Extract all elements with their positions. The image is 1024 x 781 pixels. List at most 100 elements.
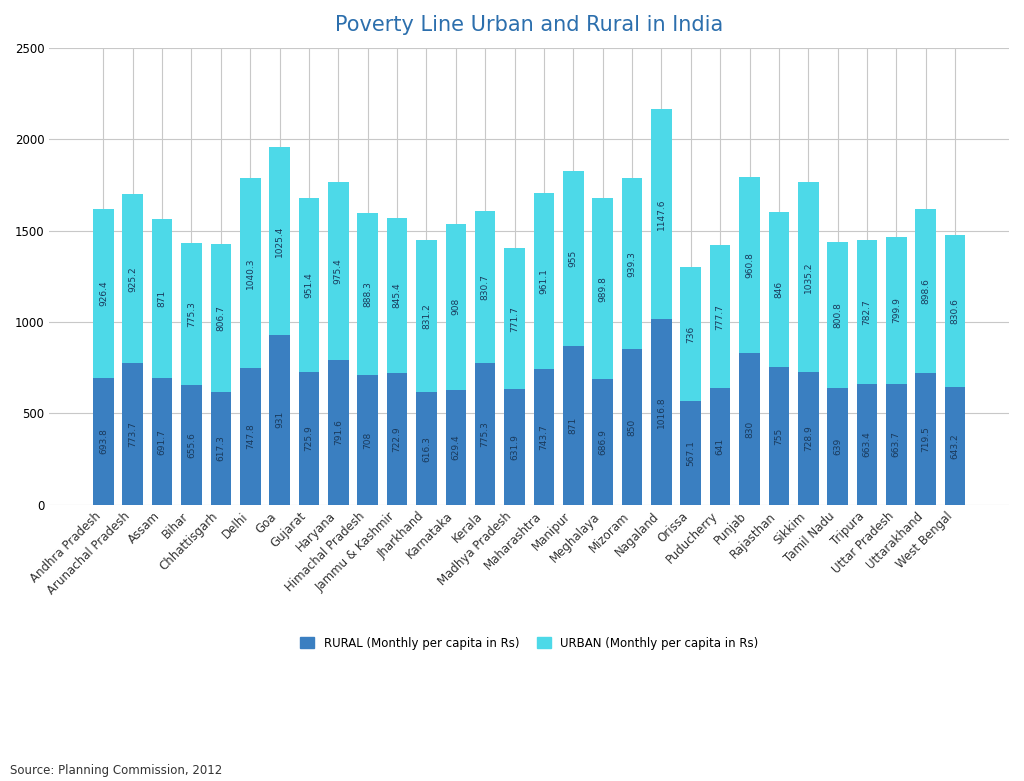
Text: 663.7: 663.7 bbox=[892, 431, 901, 457]
Text: 629.4: 629.4 bbox=[452, 434, 461, 460]
Text: 831.2: 831.2 bbox=[422, 303, 431, 329]
Bar bbox=[827, 241, 848, 388]
Bar bbox=[886, 383, 906, 505]
Text: 719.5: 719.5 bbox=[922, 426, 930, 452]
Bar bbox=[534, 369, 554, 505]
Text: 617.3: 617.3 bbox=[216, 436, 225, 462]
Text: Source: Planning Commission, 2012: Source: Planning Commission, 2012 bbox=[10, 764, 222, 777]
Bar bbox=[211, 392, 231, 505]
Bar bbox=[622, 349, 642, 505]
Bar bbox=[181, 385, 202, 505]
Text: 775.3: 775.3 bbox=[187, 301, 196, 327]
Text: 806.7: 806.7 bbox=[216, 305, 225, 331]
Text: 925.2: 925.2 bbox=[128, 266, 137, 291]
Text: 616.3: 616.3 bbox=[422, 436, 431, 462]
Text: 725.9: 725.9 bbox=[304, 426, 313, 451]
Text: 908: 908 bbox=[452, 298, 461, 316]
Text: 975.4: 975.4 bbox=[334, 258, 343, 284]
Bar bbox=[827, 388, 848, 505]
Bar bbox=[357, 213, 378, 376]
Text: 888.3: 888.3 bbox=[364, 281, 372, 307]
Text: 846: 846 bbox=[774, 281, 783, 298]
Bar bbox=[622, 177, 642, 349]
Text: 951.4: 951.4 bbox=[304, 273, 313, 298]
Text: 693.8: 693.8 bbox=[99, 429, 108, 455]
Bar bbox=[416, 392, 436, 505]
Bar bbox=[328, 360, 348, 505]
Text: 655.6: 655.6 bbox=[187, 432, 196, 458]
Bar bbox=[681, 266, 701, 401]
Text: 708: 708 bbox=[364, 432, 372, 449]
Bar bbox=[710, 387, 730, 505]
Text: 845.4: 845.4 bbox=[392, 283, 401, 308]
Bar bbox=[387, 373, 408, 505]
Bar bbox=[269, 335, 290, 505]
Text: 871: 871 bbox=[158, 291, 167, 308]
Text: 722.9: 722.9 bbox=[392, 426, 401, 451]
Bar bbox=[357, 376, 378, 505]
Text: 800.8: 800.8 bbox=[834, 302, 842, 328]
Bar bbox=[504, 248, 525, 390]
Bar bbox=[445, 390, 466, 505]
Bar bbox=[181, 243, 202, 385]
Bar bbox=[857, 383, 878, 505]
Bar bbox=[945, 235, 966, 387]
Text: 631.9: 631.9 bbox=[510, 434, 519, 460]
Bar bbox=[651, 319, 672, 505]
Text: 567.1: 567.1 bbox=[686, 440, 695, 466]
Bar bbox=[299, 198, 319, 373]
Bar bbox=[93, 378, 114, 505]
Bar bbox=[769, 212, 790, 367]
Text: 639: 639 bbox=[834, 438, 842, 455]
Bar bbox=[886, 237, 906, 383]
Text: 773.7: 773.7 bbox=[128, 421, 137, 448]
Text: 643.2: 643.2 bbox=[950, 433, 959, 459]
Bar bbox=[681, 401, 701, 505]
Text: 791.6: 791.6 bbox=[334, 419, 343, 445]
Bar bbox=[152, 379, 172, 505]
Text: 736: 736 bbox=[686, 326, 695, 343]
Bar bbox=[710, 245, 730, 387]
Text: 755: 755 bbox=[774, 427, 783, 444]
Text: 955: 955 bbox=[568, 250, 578, 267]
Bar bbox=[504, 390, 525, 505]
Bar bbox=[563, 346, 584, 505]
Bar bbox=[857, 241, 878, 383]
Text: 743.7: 743.7 bbox=[540, 424, 549, 450]
Title: Poverty Line Urban and Rural in India: Poverty Line Urban and Rural in India bbox=[335, 15, 723, 35]
Text: 641: 641 bbox=[716, 438, 725, 455]
Text: 663.4: 663.4 bbox=[862, 431, 871, 457]
Text: 850: 850 bbox=[628, 419, 637, 436]
Bar bbox=[152, 219, 172, 379]
Bar bbox=[269, 147, 290, 335]
Bar bbox=[328, 182, 348, 360]
Bar bbox=[299, 373, 319, 505]
Text: 1147.6: 1147.6 bbox=[657, 198, 666, 230]
Bar bbox=[534, 193, 554, 369]
Bar bbox=[475, 363, 496, 505]
Text: 871: 871 bbox=[568, 417, 578, 434]
Bar bbox=[416, 241, 436, 392]
Text: 830.7: 830.7 bbox=[480, 274, 489, 300]
Text: 931: 931 bbox=[275, 411, 284, 429]
Bar bbox=[475, 211, 496, 363]
Text: 830: 830 bbox=[745, 420, 754, 437]
Bar bbox=[739, 353, 760, 505]
Text: 1025.4: 1025.4 bbox=[275, 225, 284, 257]
Text: 747.8: 747.8 bbox=[246, 423, 255, 449]
Bar bbox=[445, 223, 466, 390]
Text: 686.9: 686.9 bbox=[598, 430, 607, 455]
Bar bbox=[387, 218, 408, 373]
Text: 777.7: 777.7 bbox=[716, 304, 725, 330]
Bar bbox=[593, 380, 613, 505]
Bar bbox=[93, 209, 114, 378]
Text: 775.3: 775.3 bbox=[480, 421, 489, 447]
Text: 830.6: 830.6 bbox=[950, 298, 959, 324]
Text: 782.7: 782.7 bbox=[862, 299, 871, 325]
Bar bbox=[240, 368, 260, 505]
Text: 898.6: 898.6 bbox=[922, 278, 930, 304]
Bar bbox=[123, 363, 143, 505]
Bar bbox=[211, 244, 231, 392]
Text: 1035.2: 1035.2 bbox=[804, 261, 813, 293]
Bar bbox=[915, 373, 936, 505]
